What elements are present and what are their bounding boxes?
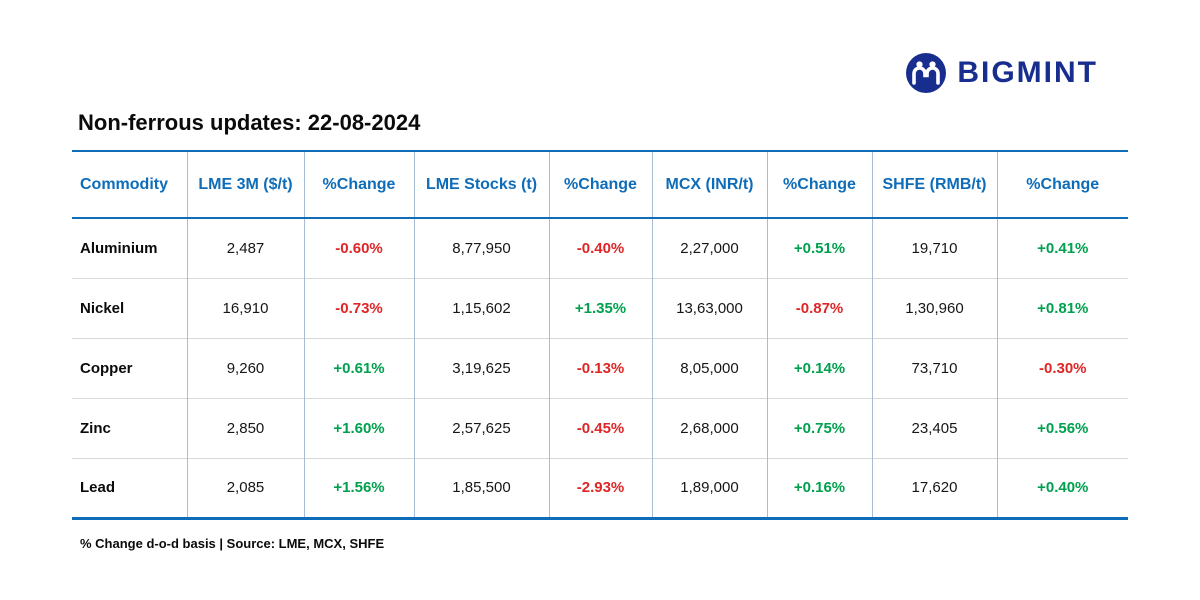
prices-table: Commodity LME 3M ($/t) %Change LME Stock… [72, 150, 1128, 520]
mcx-change: +0.16% [767, 457, 873, 518]
brand-name: BIGMINT [957, 56, 1098, 89]
col-header-lme-stocks-change: %Change [549, 151, 653, 219]
shfe-value: 23,405 [872, 397, 998, 458]
mcx-value: 2,27,000 [652, 218, 768, 278]
lme-stocks-value: 1,15,602 [414, 277, 550, 338]
lme-3m-value: 16,910 [187, 277, 305, 338]
col-header-shfe-change: %Change [997, 151, 1128, 219]
shfe-change: +0.56% [997, 397, 1128, 458]
mcx-change: +0.14% [767, 337, 873, 398]
mcx-value: 1,89,000 [652, 457, 768, 518]
table-row: Nickel 16,910 -0.73% 1,15,602 +1.35% 13,… [72, 277, 1128, 338]
lme-stocks-change: -2.93% [549, 457, 653, 518]
commodity-name: Aluminium [72, 218, 188, 278]
table-row: Zinc 2,850 +1.60% 2,57,625 -0.45% 2,68,0… [72, 397, 1128, 458]
bigmint-logo-icon [905, 52, 947, 94]
shfe-change: -0.30% [997, 337, 1128, 398]
mcx-value: 2,68,000 [652, 397, 768, 458]
commodity-name: Copper [72, 337, 188, 398]
footnote: % Change d-o-d basis | Source: LME, MCX,… [80, 536, 385, 551]
lme-stocks-change: -0.13% [549, 337, 653, 398]
col-header-commodity: Commodity [72, 151, 188, 219]
page-title: Non-ferrous updates: 22-08-2024 [78, 110, 421, 135]
col-header-mcx-change: %Change [767, 151, 873, 219]
table-row: Lead 2,085 +1.56% 1,85,500 -2.93% 1,89,0… [72, 457, 1128, 518]
mcx-change: -0.87% [767, 277, 873, 338]
lme-3m-value: 2,085 [187, 457, 305, 518]
commodity-name: Nickel [72, 277, 188, 338]
col-header-shfe: SHFE (RMB/t) [872, 151, 998, 219]
col-header-lme-3m: LME 3M ($/t) [187, 151, 305, 219]
mcx-value: 13,63,000 [652, 277, 768, 338]
shfe-value: 73,710 [872, 337, 998, 398]
shfe-value: 17,620 [872, 457, 998, 518]
lme-stocks-value: 8,77,950 [414, 218, 550, 278]
col-header-lme-stocks: LME Stocks (t) [414, 151, 550, 219]
lme-stocks-change: -0.45% [549, 397, 653, 458]
lme-stocks-change: -0.40% [549, 218, 653, 278]
commodity-name: Lead [72, 457, 188, 518]
shfe-value: 1,30,960 [872, 277, 998, 338]
shfe-change: +0.81% [997, 277, 1128, 338]
lme-stocks-value: 3,19,625 [414, 337, 550, 398]
shfe-change: +0.40% [997, 457, 1128, 518]
lme-3m-change: +1.56% [304, 457, 415, 518]
shfe-value: 19,710 [872, 218, 998, 278]
lme-3m-value: 2,487 [187, 218, 305, 278]
commodity-name: Zinc [72, 397, 188, 458]
col-header-lme-3m-change: %Change [304, 151, 415, 219]
lme-3m-change: -0.73% [304, 277, 415, 338]
lme-3m-change: +1.60% [304, 397, 415, 458]
mcx-value: 8,05,000 [652, 337, 768, 398]
lme-3m-change: -0.60% [304, 218, 415, 278]
mcx-change: +0.51% [767, 218, 873, 278]
lme-stocks-change: +1.35% [549, 277, 653, 338]
mcx-change: +0.75% [767, 397, 873, 458]
lme-3m-value: 2,850 [187, 397, 305, 458]
lme-3m-change: +0.61% [304, 337, 415, 398]
brand-logo: BIGMINT [905, 52, 1098, 94]
col-header-mcx: MCX (INR/t) [652, 151, 768, 219]
lme-stocks-value: 1,85,500 [414, 457, 550, 518]
table-row: Aluminium 2,487 -0.60% 8,77,950 -0.40% 2… [72, 218, 1128, 278]
table-row: Copper 9,260 +0.61% 3,19,625 -0.13% 8,05… [72, 337, 1128, 398]
lme-stocks-value: 2,57,625 [414, 397, 550, 458]
shfe-change: +0.41% [1037, 239, 1089, 257]
table-header-row: Commodity LME 3M ($/t) %Change LME Stock… [72, 151, 1128, 219]
lme-3m-value: 9,260 [187, 337, 305, 398]
